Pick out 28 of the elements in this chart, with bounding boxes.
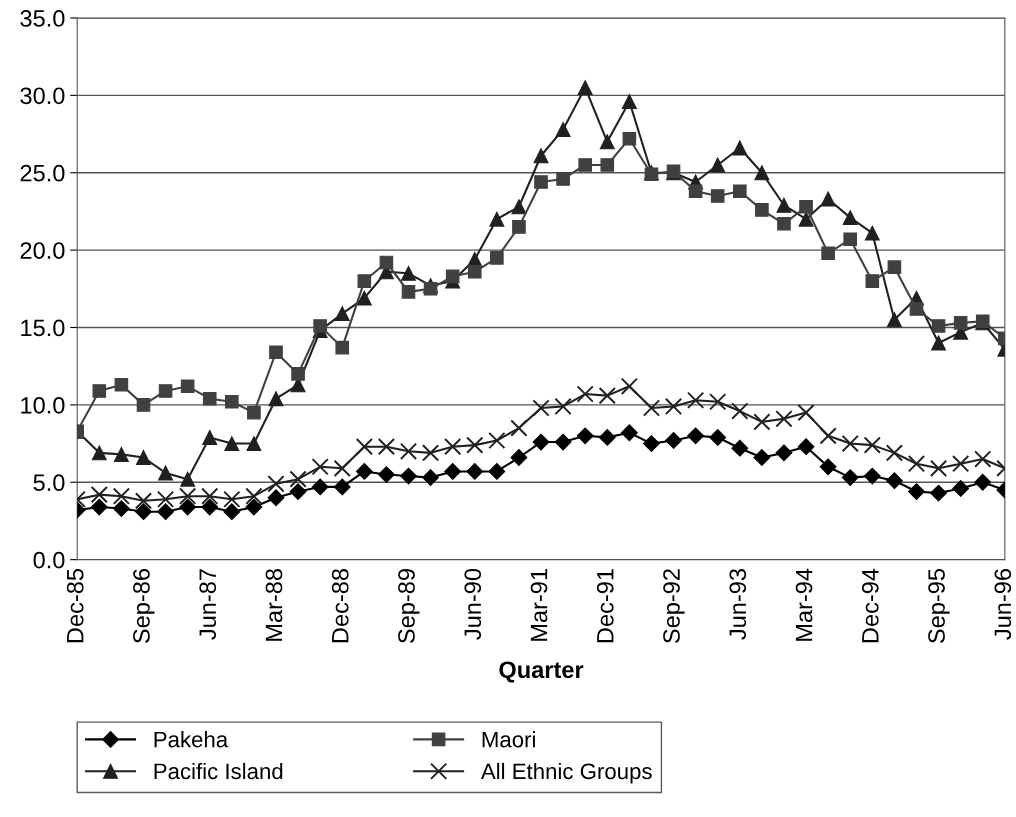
y-tick-label: 5.0 — [33, 474, 65, 492]
x-tick-label: Dec-88 — [331, 569, 349, 643]
x-tick-label: Dec-85 — [66, 568, 84, 643]
x-tick-label: Mar-88 — [265, 569, 283, 641]
x-tick-label: Mar-91 — [530, 569, 548, 641]
x-tick-label: Mar-94 — [795, 568, 813, 641]
y-tick-label: 25.0 — [20, 164, 65, 182]
x-axis-title: Quarter — [499, 661, 584, 683]
x-tick-label: Sep-92 — [663, 569, 685, 644]
x-tick-label: Sep-86 — [133, 569, 155, 644]
legend-label: Pacific Island — [154, 762, 283, 780]
x-tick-label: Jun-87 — [199, 569, 217, 640]
legend-label: Maori — [482, 731, 535, 748]
x-tick-label: Sep-95 — [928, 568, 950, 644]
x-tick-label: Jun-93 — [729, 569, 747, 640]
y-tick-label: 20.0 — [20, 242, 65, 259]
y-tick-label: 35.0 — [20, 10, 65, 27]
x-tick-label: Sep-89 — [398, 569, 420, 644]
x-tick-label: Jun-90 — [464, 568, 482, 640]
legend-label: Pakeha — [154, 731, 229, 748]
y-tick-label: 10.0 — [21, 396, 65, 414]
y-tick-label: 0.0 — [33, 551, 65, 569]
x-tick-label: Dec-94 — [861, 568, 879, 643]
legend-label: All Ethnic Groups — [480, 762, 652, 784]
y-tick-label: 30.0 — [20, 87, 65, 105]
x-tick-label: Dec-91 — [596, 569, 614, 643]
y-tick-label: 15.0 — [21, 319, 65, 337]
x-tick-label: Jun-96 — [994, 569, 1012, 640]
